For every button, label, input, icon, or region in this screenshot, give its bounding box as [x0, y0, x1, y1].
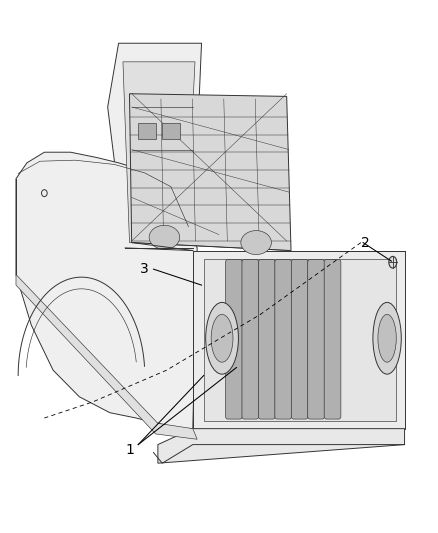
Polygon shape — [16, 274, 197, 439]
FancyBboxPatch shape — [324, 260, 341, 419]
Ellipse shape — [378, 314, 396, 362]
FancyBboxPatch shape — [162, 123, 180, 139]
Ellipse shape — [211, 314, 233, 362]
Polygon shape — [130, 94, 291, 251]
FancyBboxPatch shape — [226, 260, 242, 419]
Polygon shape — [158, 429, 405, 463]
FancyBboxPatch shape — [275, 260, 292, 419]
FancyBboxPatch shape — [308, 260, 325, 419]
Text: 2: 2 — [361, 236, 370, 249]
Ellipse shape — [149, 225, 180, 249]
Polygon shape — [193, 251, 405, 429]
FancyBboxPatch shape — [242, 260, 259, 419]
Text: 1: 1 — [125, 443, 134, 457]
FancyBboxPatch shape — [291, 260, 308, 419]
Ellipse shape — [389, 256, 397, 268]
Polygon shape — [204, 259, 396, 421]
Ellipse shape — [206, 302, 238, 374]
Polygon shape — [108, 43, 201, 248]
Ellipse shape — [373, 302, 401, 374]
FancyBboxPatch shape — [258, 260, 275, 419]
Text: 3: 3 — [141, 262, 149, 276]
Polygon shape — [123, 62, 195, 243]
Ellipse shape — [241, 231, 272, 255]
Polygon shape — [16, 152, 197, 429]
FancyBboxPatch shape — [138, 123, 155, 139]
